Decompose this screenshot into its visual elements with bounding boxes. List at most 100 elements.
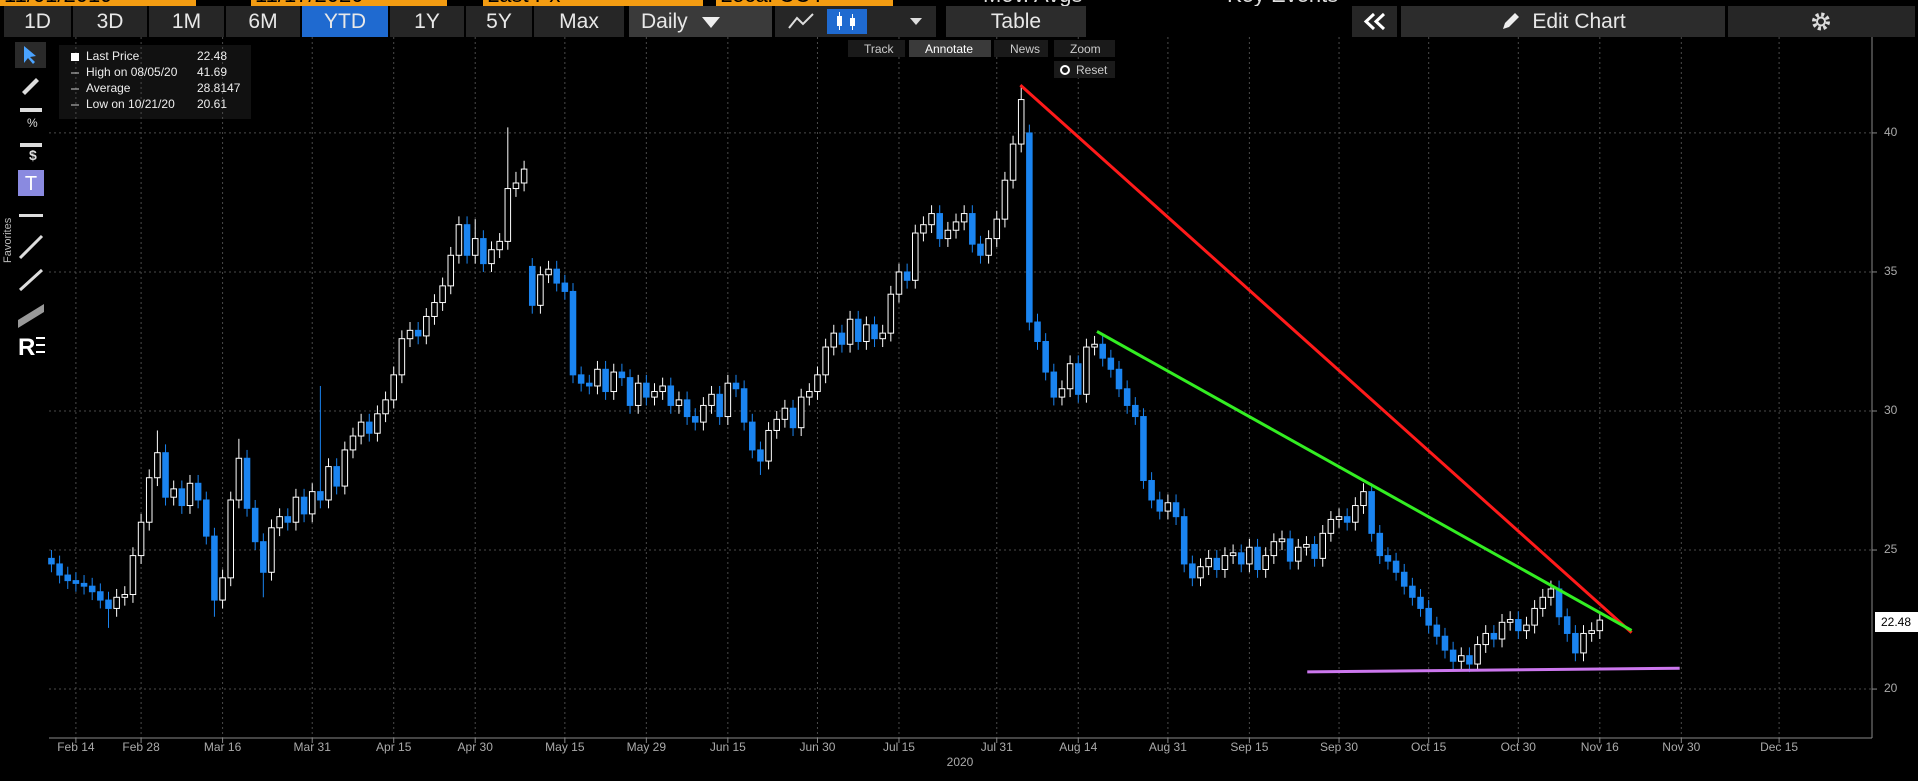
annotation-tool[interactable]: Track: [848, 40, 905, 57]
candle-body: [863, 324, 870, 342]
top-input[interactable]: Local CCY: [716, 0, 893, 6]
annotation-tool[interactable]: Zoom: [1054, 40, 1115, 57]
settings-button[interactable]: [1728, 6, 1915, 37]
candle-body: [463, 224, 471, 256]
annotation-tool[interactable]: News: [994, 40, 1048, 57]
last-price-label: 22.48: [1881, 615, 1911, 629]
x-tick-label: Jul 15: [883, 740, 915, 754]
x-tick-label: Aug 14: [1059, 740, 1097, 754]
reset-button[interactable]: Reset: [1054, 61, 1115, 78]
range-button[interactable]: 3D: [73, 6, 147, 37]
candle-body: [447, 254, 455, 287]
candle-body: [1409, 585, 1416, 598]
candle-body: [577, 374, 585, 384]
period-dropdown[interactable]: Daily: [629, 6, 772, 37]
candle-body: [1140, 416, 1147, 482]
candle-body: [1026, 132, 1033, 323]
candle-body: [1490, 632, 1498, 640]
chart-style-buttons[interactable]: [775, 6, 936, 37]
candle-body: [1189, 563, 1196, 579]
candle-body: [1425, 607, 1432, 626]
legend-label: High on 08/05/20: [86, 65, 178, 79]
x-tick-label: Nov 30: [1662, 740, 1700, 754]
candle-body: [406, 329, 414, 340]
candle-body: [1417, 596, 1424, 609]
candle-body: [1547, 588, 1555, 598]
candle-body: [1246, 546, 1253, 565]
range-button[interactable]: 1D: [4, 6, 71, 37]
candle-body: [1441, 635, 1449, 651]
top-input[interactable]: Key Events: [1223, 0, 1383, 6]
y-tick-label: 20: [1884, 681, 1898, 695]
range-button[interactable]: YTD: [302, 6, 388, 37]
collapse-button[interactable]: [1352, 6, 1397, 37]
candle-body: [1164, 502, 1172, 512]
candle-body: [1262, 555, 1269, 570]
candle-body: [952, 221, 960, 231]
left-tool-panel: % $ T R: [0, 37, 49, 781]
edit-chart-button[interactable]: Edit Chart: [1401, 6, 1725, 37]
candle-body: [284, 516, 292, 523]
annotation-tool[interactable]: Annotate: [909, 40, 991, 57]
candle-body: [977, 243, 984, 256]
range-button[interactable]: 6M: [226, 6, 300, 37]
candle-body: [455, 224, 463, 256]
x-tick-label: Aug 31: [1149, 740, 1187, 754]
candle-body: [659, 385, 666, 393]
candle-body: [162, 452, 169, 498]
top-input[interactable]: 11/01/2019: [0, 0, 196, 6]
range-button[interactable]: 1Y: [390, 6, 464, 37]
candle-body: [822, 346, 829, 376]
candle-body: [1466, 655, 1473, 665]
candle-body: [700, 404, 707, 423]
x-tick-label: Apr 15: [376, 740, 412, 754]
candle-body: [1384, 555, 1392, 562]
candle-body: [496, 240, 503, 251]
candle-body: [928, 213, 935, 226]
svg-text:T: T: [25, 173, 37, 195]
candle-body: [854, 318, 862, 342]
y-tick-label: 30: [1884, 403, 1898, 417]
candle-body: [308, 491, 316, 515]
legend-value: 41.69: [197, 65, 227, 79]
candle-body: [683, 399, 691, 418]
candle-body: [708, 393, 715, 406]
favorites-label[interactable]: Favorites: [2, 217, 14, 263]
candle-body: [757, 449, 764, 462]
candle-body: [675, 399, 683, 406]
candle-body: [129, 555, 137, 596]
top-input[interactable]: 11/17/2020: [251, 0, 447, 6]
top-input[interactable]: Mov. Avgs: [979, 0, 1139, 6]
candle-body: [121, 594, 129, 598]
range-button[interactable]: 5Y: [466, 6, 532, 37]
candle-body: [1311, 543, 1318, 559]
candle-body: [1066, 363, 1074, 390]
candle-body: [1303, 543, 1310, 548]
candle-body: [317, 491, 324, 501]
year-label: 2020: [947, 755, 974, 769]
candle-body: [471, 238, 479, 256]
candle-body: [651, 391, 658, 398]
range-button[interactable]: 1M: [149, 6, 224, 37]
table-button[interactable]: Table: [946, 6, 1086, 37]
candle-body: [113, 596, 120, 609]
gear-icon: [1812, 12, 1830, 31]
candle-body: [219, 577, 226, 601]
period-label: Daily: [641, 9, 688, 33]
x-tick-label: Mar 31: [294, 740, 332, 754]
range-button[interactable]: Max: [534, 6, 624, 37]
legend-label: Low on 10/21/20: [86, 97, 175, 111]
x-tick-label: Dec 15: [1760, 740, 1798, 754]
candle-body: [765, 429, 772, 462]
candle-body: [390, 374, 397, 401]
candle-body: [1368, 491, 1375, 534]
svg-text:R: R: [18, 334, 35, 361]
candle-body: [243, 457, 251, 509]
collapse-icon: [1363, 12, 1386, 31]
candle-body: [1156, 499, 1164, 512]
candle-body: [178, 488, 186, 507]
x-tick-label: Feb 28: [122, 740, 160, 754]
candle-body: [1433, 624, 1441, 637]
top-input[interactable]: Last Px: [483, 0, 703, 6]
